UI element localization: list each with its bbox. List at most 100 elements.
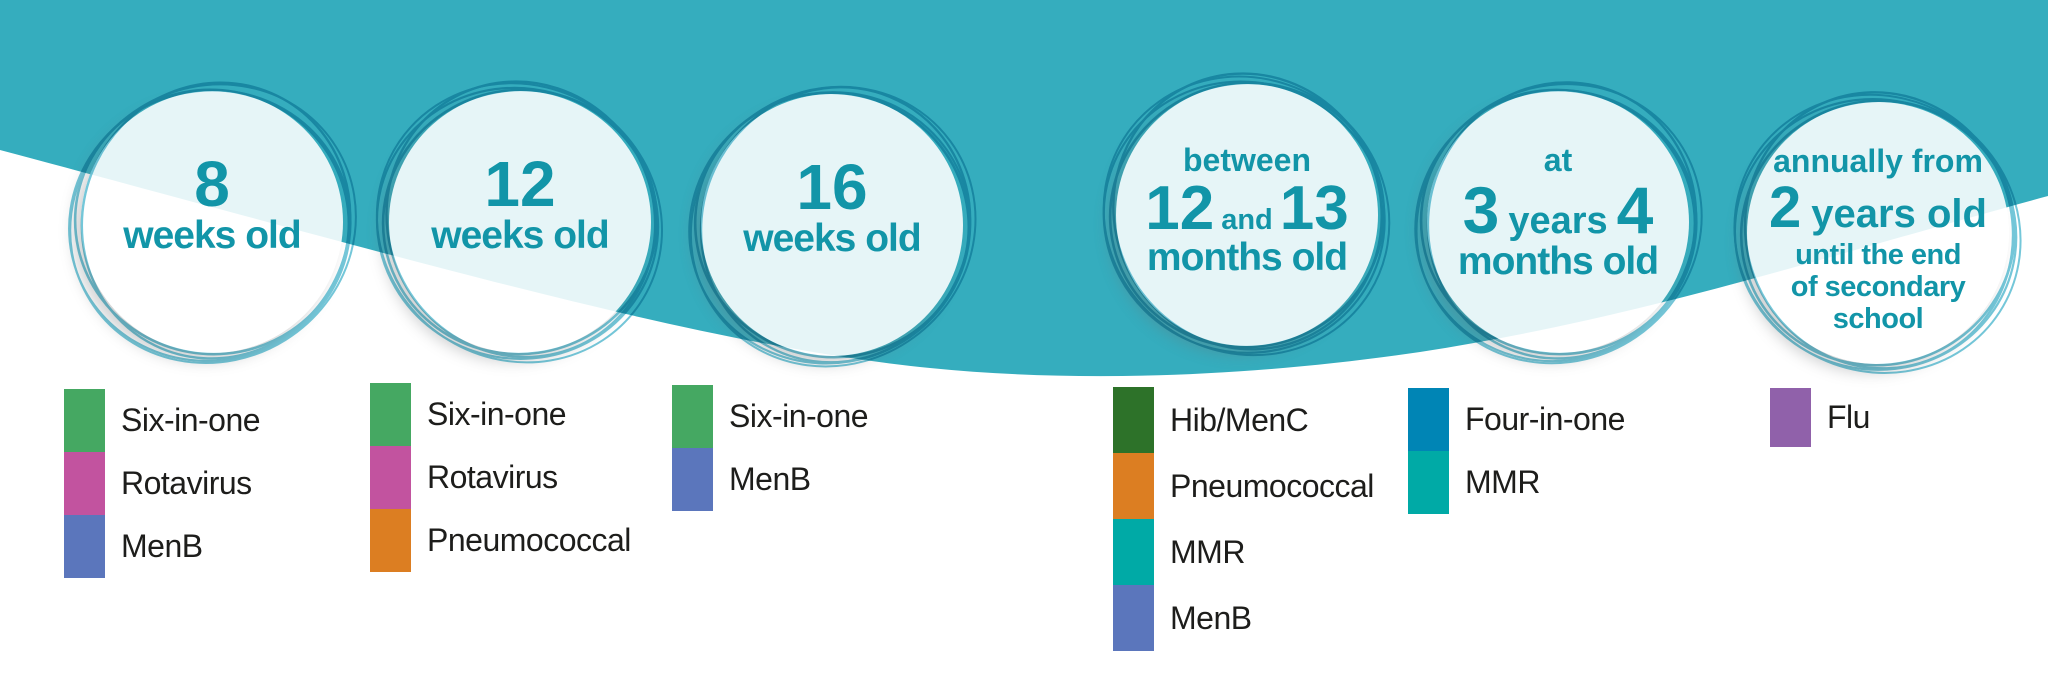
circle-fill bbox=[701, 94, 963, 356]
list-item: Pneumococcal bbox=[370, 509, 631, 572]
age-label: 12 weeks old bbox=[365, 148, 675, 258]
age-number: 16 bbox=[796, 151, 868, 224]
list-item: Rotavirus bbox=[370, 446, 631, 509]
list-item: Flu bbox=[1770, 388, 1870, 447]
milestone-12-13-months: between 12 and 13 months old bbox=[1047, 15, 1447, 415]
vaccine-list-16-weeks: Six-in-one MenB bbox=[672, 385, 869, 511]
circle-fill bbox=[81, 91, 343, 353]
vaccine-list-12-weeks: Six-in-one Rotavirus Pneumococcal bbox=[370, 383, 631, 572]
vaccine-list-8-weeks: Six-in-one Rotavirus MenB bbox=[64, 389, 261, 578]
age-number-row: 3 years 4 bbox=[1403, 177, 1713, 243]
sketch-circle-icon bbox=[1102, 72, 1391, 357]
vaccine-label: MenB bbox=[121, 528, 203, 564]
vaccine-label: Six-in-one bbox=[427, 396, 567, 432]
age-unit: months old bbox=[1457, 240, 1659, 284]
list-item: Six-in-one bbox=[370, 383, 631, 446]
vaccine-label: Rotavirus bbox=[427, 459, 558, 495]
list-item: Four-in-one bbox=[1408, 388, 1625, 451]
vaccine-swatch bbox=[672, 385, 713, 448]
list-item: Pneumococcal bbox=[1113, 453, 1374, 519]
list-item: MMR bbox=[1113, 519, 1374, 585]
age-unit: weeks old bbox=[123, 213, 301, 257]
age-note-line: until the end bbox=[1795, 238, 1961, 271]
vaccine-label: Pneumococcal bbox=[427, 522, 631, 558]
circle-fill bbox=[1116, 84, 1378, 346]
age-label: 8 weeks old bbox=[57, 148, 367, 258]
age-unit: weeks old bbox=[431, 213, 609, 257]
list-item: MMR bbox=[1408, 451, 1625, 514]
circle-fill bbox=[1747, 102, 2009, 364]
sketch-circle-icon bbox=[1733, 91, 2022, 374]
vaccine-label: MMR bbox=[1465, 464, 1540, 500]
vaccine-swatch bbox=[1113, 585, 1154, 651]
age-number: 13 bbox=[1279, 173, 1349, 243]
vaccine-label: Four-in-one bbox=[1465, 401, 1625, 437]
age-number: 12 bbox=[1145, 173, 1215, 243]
milestone-annually-from-2-years: annually from 2 years old until the end o… bbox=[1678, 33, 2048, 433]
list-item: MenB bbox=[672, 448, 868, 511]
milestone-8-weeks: 8 weeks old bbox=[12, 22, 412, 422]
age-unit: weeks old bbox=[743, 216, 921, 260]
age-unit-mid: years bbox=[1508, 199, 1608, 242]
age-label: at 3 years 4 months old bbox=[1403, 142, 1713, 284]
age-number: 2 bbox=[1769, 174, 1802, 240]
vaccine-swatch bbox=[1408, 451, 1449, 514]
age-label: 16 weeks old bbox=[677, 151, 987, 261]
list-item: Six-in-one bbox=[672, 385, 869, 448]
age-number-row: 12 and 13 bbox=[1092, 177, 1402, 239]
vaccine-swatch bbox=[370, 383, 411, 446]
vaccine-label: MenB bbox=[1170, 599, 1252, 636]
vaccine-label: Six-in-one bbox=[121, 402, 261, 438]
vaccine-label: MMR bbox=[1170, 533, 1245, 570]
age-prefix: at bbox=[1543, 142, 1573, 179]
list-item: Hib/MenC bbox=[1113, 387, 1374, 453]
sketch-circle-icon bbox=[375, 80, 663, 364]
vaccine-list-3-years-4-months: Four-in-one MMR bbox=[1408, 388, 1625, 514]
age-label: between 12 and 13 months old bbox=[1092, 141, 1402, 280]
age-prefix: annually from bbox=[1773, 142, 1983, 179]
vaccine-swatch bbox=[64, 452, 105, 515]
milestone-12-weeks: 12 weeks old bbox=[320, 22, 720, 422]
vaccine-swatch bbox=[370, 509, 411, 572]
vaccine-label: Flu bbox=[1827, 399, 1870, 435]
age-number: 3 bbox=[1462, 172, 1500, 247]
age-conjunction: and bbox=[1221, 203, 1273, 236]
age-note: until the end of secondary school bbox=[1723, 238, 2033, 336]
age-note-line: of secondary bbox=[1790, 270, 1966, 303]
age-number: 8 bbox=[194, 148, 230, 221]
vaccine-swatch bbox=[1113, 519, 1154, 585]
vaccine-swatch bbox=[64, 389, 105, 452]
vaccine-label: Pneumococcal bbox=[1170, 467, 1374, 504]
vaccine-swatch bbox=[64, 515, 105, 578]
age-number: 4 bbox=[1616, 172, 1654, 247]
vaccine-swatch bbox=[1408, 388, 1449, 451]
age-number: 12 bbox=[484, 148, 556, 221]
list-item: Rotavirus bbox=[64, 452, 260, 515]
vaccine-label: Six-in-one bbox=[729, 398, 869, 434]
vaccine-list-12-13-months: Hib/MenC Pneumococcal MMR MenB bbox=[1113, 387, 1374, 651]
age-prefix: between bbox=[1182, 141, 1312, 178]
age-unit-mid: years old bbox=[1811, 191, 1987, 236]
age-number-row: 2 years old bbox=[1723, 178, 2033, 236]
circle-fill bbox=[1427, 91, 1689, 353]
vaccine-list-annually-from-2-years: Flu bbox=[1770, 388, 1870, 447]
age-unit: months old bbox=[1146, 236, 1348, 280]
vaccine-swatch bbox=[1113, 453, 1154, 519]
vaccine-swatch bbox=[672, 448, 713, 511]
vaccine-label: MenB bbox=[729, 461, 811, 497]
circle-fill bbox=[389, 91, 651, 353]
vaccine-swatch bbox=[1113, 387, 1154, 453]
list-item: Six-in-one bbox=[64, 389, 261, 452]
vaccine-swatch bbox=[1770, 388, 1811, 447]
sketch-circle-icon bbox=[688, 85, 977, 368]
vaccine-label: Rotavirus bbox=[121, 465, 252, 501]
sketch-circle-icon bbox=[68, 81, 357, 364]
sketch-circle-icon bbox=[1414, 81, 1703, 365]
age-note-line: school bbox=[1832, 302, 1924, 335]
milestone-3-years-4-months: at 3 years 4 months old bbox=[1358, 22, 1758, 422]
vaccine-label: Hib/MenC bbox=[1170, 401, 1309, 438]
vaccine-swatch bbox=[370, 446, 411, 509]
list-item: MenB bbox=[1113, 585, 1374, 651]
list-item: MenB bbox=[64, 515, 260, 578]
